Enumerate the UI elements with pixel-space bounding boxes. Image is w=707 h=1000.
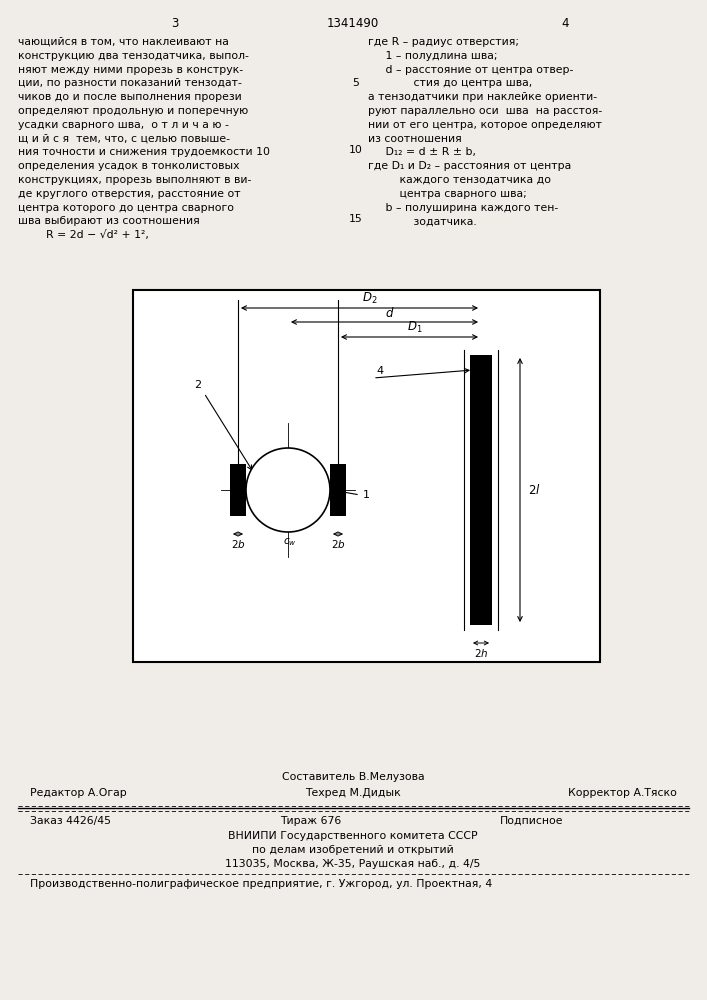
Text: Корректор А.Тяско: Корректор А.Тяско [568,788,677,798]
Text: 113035, Москва, Ж-35, Раушская наб., д. 4/5: 113035, Москва, Ж-35, Раушская наб., д. … [226,859,481,869]
Text: щ и й с я  тем, что, с целью повыше-: щ и й с я тем, что, с целью повыше- [18,134,230,144]
Text: зодатчика.: зодатчика. [368,216,477,226]
Text: где R – радиус отверстия;: где R – радиус отверстия; [368,37,519,47]
Text: $2b$: $2b$ [331,538,345,550]
Text: где D₁ и D₂ – расстояния от центра: где D₁ и D₂ – расстояния от центра [368,161,571,171]
Bar [330,464,346,516]
Text: руют параллельно оси  шва  на расстоя-: руют параллельно оси шва на расстоя- [368,106,602,116]
Text: определяют продольную и поперечную: определяют продольную и поперечную [18,106,248,116]
Text: 2: 2 [194,380,201,390]
Text: 15: 15 [349,214,363,224]
Text: 1 – полудлина шва;: 1 – полудлина шва; [368,51,498,61]
Bar [470,355,492,625]
Text: из соотношения: из соотношения [368,134,462,144]
Text: чиков до и после выполнения прорези: чиков до и после выполнения прорези [18,92,242,102]
Text: ции, по разности показаний тензодат-: ции, по разности показаний тензодат- [18,78,242,88]
Text: 4: 4 [376,366,383,376]
Text: $c_w$: $c_w$ [284,536,297,548]
Text: $D_2$: $D_2$ [362,291,378,306]
Text: d – расстояние от центра отвер-: d – расстояние от центра отвер- [368,65,573,75]
Text: Подписное: Подписное [500,816,563,826]
Text: 1341490: 1341490 [327,17,379,30]
Text: ния точности и снижения трудоемкости 10: ния точности и снижения трудоемкости 10 [18,147,270,157]
Text: $D_1$: $D_1$ [407,320,422,335]
Text: центра которого до центра сварного: центра которого до центра сварного [18,203,234,213]
Text: $2b$: $2b$ [230,538,245,550]
Text: Заказ 4426/45: Заказ 4426/45 [30,816,111,826]
Text: Составитель В.Мелузова: Составитель В.Мелузова [281,772,424,782]
Text: 5: 5 [353,78,359,88]
Text: шва выбирают из соотношения: шва выбирают из соотношения [18,216,200,226]
Text: R = 2d − √d² + 1²,: R = 2d − √d² + 1², [18,230,149,240]
Text: конструкцию два тензодатчика, выпол-: конструкцию два тензодатчика, выпол- [18,51,249,61]
Text: 1: 1 [363,490,370,500]
Text: усадки сварного шва,  о т л и ч а ю -: усадки сварного шва, о т л и ч а ю - [18,120,229,130]
Text: 3: 3 [171,17,179,30]
Text: $2h$: $2h$ [474,647,489,659]
Text: D₁₂ = d ± R ± b,: D₁₂ = d ± R ± b, [368,147,476,157]
Text: по делам изобретений и открытий: по делам изобретений и открытий [252,845,454,855]
Text: 10: 10 [349,145,363,155]
Text: ВНИИПИ Государственного комитета СССР: ВНИИПИ Государственного комитета СССР [228,831,478,841]
Text: определения усадок в тонколистовых: определения усадок в тонколистовых [18,161,240,171]
Text: де круглого отверстия, расстояние от: де круглого отверстия, расстояние от [18,189,240,199]
Text: нии от его центра, которое определяют: нии от его центра, которое определяют [368,120,602,130]
Text: Тираж 676: Тираж 676 [280,816,341,826]
Text: стия до центра шва,: стия до центра шва, [368,78,532,88]
Text: конструкциях, прорезь выполняют в ви-: конструкциях, прорезь выполняют в ви- [18,175,252,185]
Text: чающийся в том, что наклеивают на: чающийся в том, что наклеивают на [18,37,229,47]
Circle shape [246,448,330,532]
Bar [230,464,246,516]
Bar [133,290,600,662]
Text: центра сварного шва;: центра сварного шва; [368,189,527,199]
Text: няют между ними прорезь в конструк-: няют между ними прорезь в конструк- [18,65,243,75]
Text: b – полуширина каждого тен-: b – полуширина каждого тен- [368,203,559,213]
Text: каждого тензодатчика до: каждого тензодатчика до [368,175,551,185]
Text: Производственно-полиграфическое предприятие, г. Ужгород, ул. Проектная, 4: Производственно-полиграфическое предприя… [30,879,492,889]
Text: Техред М.Дидык: Техред М.Дидык [305,788,401,798]
Text: 4: 4 [561,17,568,30]
Text: Редактор А.Огар: Редактор А.Огар [30,788,127,798]
Text: $d$: $d$ [385,306,395,320]
Text: а тензодатчики при наклейке ориенти-: а тензодатчики при наклейке ориенти- [368,92,597,102]
Text: $2l$: $2l$ [528,483,541,497]
